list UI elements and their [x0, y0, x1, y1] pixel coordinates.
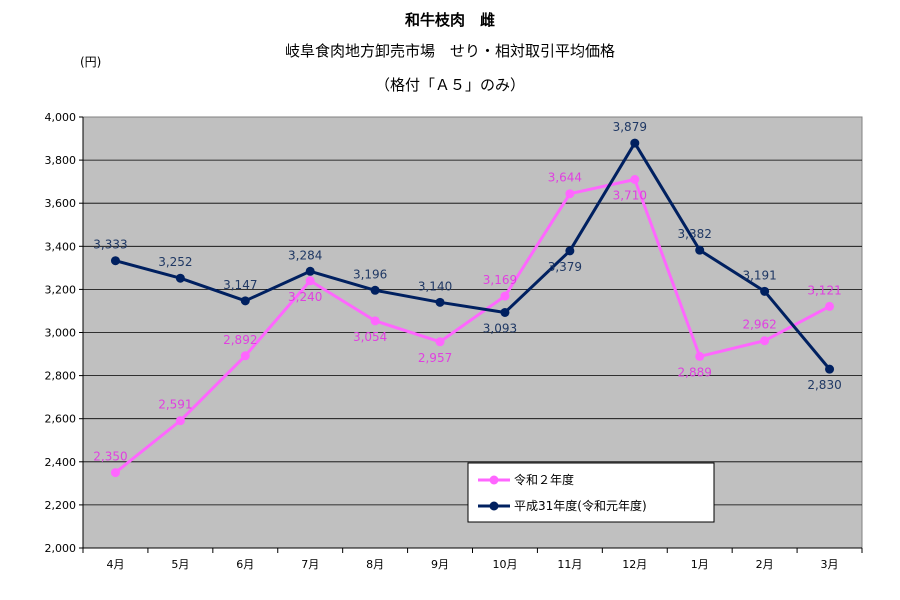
x-tick-label: 3月	[821, 558, 839, 571]
series-reiwa2-point	[110, 468, 120, 478]
series-reiwa2-data-label: 2,957	[418, 351, 452, 365]
x-tick-label: 9月	[431, 558, 449, 571]
series-h31-data-label: 3,284	[288, 248, 322, 262]
x-tick-label: 8月	[366, 558, 384, 571]
series-reiwa2-data-label: 3,240	[288, 290, 322, 304]
legend-swatch-marker	[489, 475, 499, 485]
series-h31-point	[695, 245, 705, 255]
series-h31-data-label: 3,140	[418, 279, 452, 293]
series-h31-point	[630, 138, 640, 148]
series-reiwa2-data-label: 3,054	[353, 330, 387, 344]
series-reiwa2-point	[565, 189, 575, 199]
legend-box	[467, 462, 715, 523]
series-reiwa2-data-label: 3,169	[483, 273, 517, 287]
series-reiwa2-data-label: 3,644	[548, 171, 582, 185]
legend-label: 平成31年度(令和元年度)	[514, 498, 647, 513]
series-h31-point	[175, 273, 185, 283]
series-reiwa2-point	[760, 336, 770, 346]
legend-label: 令和２年度	[514, 472, 574, 487]
y-tick-label: 3,600	[45, 197, 77, 210]
y-tick-label: 2,600	[45, 413, 77, 426]
y-tick-label: 3,000	[45, 327, 77, 340]
y-tick-label: 3,200	[45, 283, 77, 296]
series-h31-point	[240, 296, 250, 306]
series-h31-point	[500, 307, 510, 317]
series-h31-point	[110, 256, 120, 266]
series-reiwa2-point	[240, 351, 250, 361]
series-h31-data-label: 3,333	[93, 238, 127, 252]
series-reiwa2-data-label: 2,350	[93, 450, 127, 464]
x-tick-label: 5月	[171, 558, 189, 571]
series-h31-line	[115, 141, 831, 371]
series-h31-data-label: 3,196	[353, 267, 387, 281]
series-reiwa2-line	[114, 177, 831, 474]
x-tick-label: 7月	[301, 558, 319, 571]
y-tick-label: 2,200	[45, 499, 77, 512]
series-h31-data-label: 3,379	[548, 260, 582, 274]
x-tick-label: 10月	[492, 558, 517, 571]
y-tick-label: 2,000	[45, 542, 77, 555]
y-tick-label: 4,000	[45, 111, 77, 124]
x-tick-label: 2月	[756, 558, 774, 571]
y-tick-label: 3,400	[45, 240, 77, 253]
y-tick-label: 3,800	[45, 154, 77, 167]
chart-title: 和牛枝肉 雌	[404, 11, 495, 29]
series-h31-point	[760, 286, 770, 296]
series-reiwa2-point	[630, 174, 640, 184]
series-h31-data-label: 3,879	[613, 120, 647, 134]
series-h31-point	[825, 364, 835, 374]
x-tick-label: 1月	[691, 558, 709, 571]
series-h31-point	[370, 285, 380, 295]
series-reiwa2-point	[500, 291, 510, 301]
series-h31-point	[435, 297, 445, 307]
series-reiwa2-data-label: 3,710	[613, 188, 647, 202]
series-h31-data-label: 2,830	[807, 378, 841, 392]
x-tick-label: 12月	[622, 558, 647, 571]
y-axis-unit: (円)	[80, 55, 102, 69]
series-reiwa2-data-label: 3,121	[807, 283, 841, 297]
series-h31-data-label: 3,093	[483, 321, 517, 335]
x-tick-label: 4月	[106, 558, 124, 571]
series-h31-point	[305, 266, 315, 276]
series-reiwa2-data-label: 2,591	[158, 398, 192, 412]
series-reiwa2-point	[370, 316, 380, 326]
series-h31-data-label: 3,252	[158, 255, 192, 269]
y-tick-label: 2,800	[45, 370, 77, 383]
series-h31-data-label: 3,382	[678, 227, 712, 241]
series-reiwa2-point	[305, 276, 315, 286]
chart-subtitle: 岐阜食肉地方卸売市場 せり・相対取引平均価格	[284, 42, 615, 60]
series-h31-point	[565, 246, 575, 256]
chart-subtitle-grade: （格付「Ａ５」のみ）	[374, 76, 525, 94]
series-h31-data-label: 3,191	[742, 268, 776, 282]
series-h31-data-label: 3,147	[223, 278, 257, 292]
series-reiwa2-data-label: 2,889	[678, 365, 712, 379]
series-reiwa2-data-label: 2,892	[223, 333, 257, 347]
series-reiwa2-point	[175, 416, 185, 426]
series-reiwa2-data-label: 2,962	[742, 318, 776, 332]
series-reiwa2-point	[435, 337, 445, 347]
series-reiwa2-point	[825, 301, 835, 311]
x-tick-label: 6月	[236, 558, 254, 571]
y-tick-label: 2,400	[45, 456, 77, 469]
x-tick-label: 11月	[557, 558, 582, 571]
legend-swatch-marker	[489, 501, 499, 511]
series-reiwa2-point	[695, 351, 705, 361]
